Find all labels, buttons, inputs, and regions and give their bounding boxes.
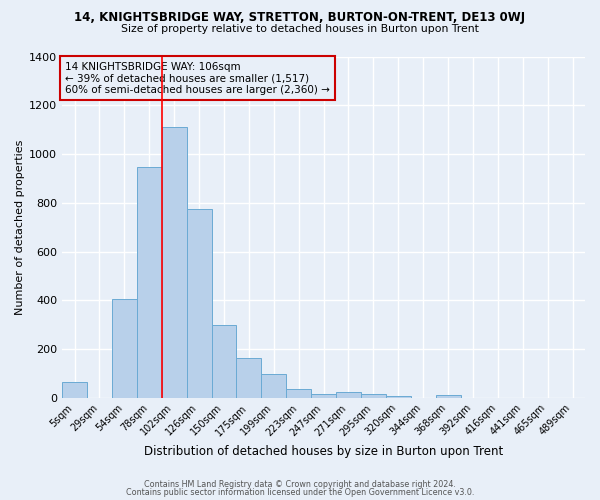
Bar (311, 394, 336, 398)
Bar (286, 388, 311, 398)
Bar (212, 324, 236, 398)
Text: 14, KNIGHTSBRIDGE WAY, STRETTON, BURTON-ON-TRENT, DE13 0WJ: 14, KNIGHTSBRIDGE WAY, STRETTON, BURTON-… (74, 11, 526, 24)
Bar (137, 168, 162, 398)
Text: Contains public sector information licensed under the Open Government Licence v3: Contains public sector information licen… (126, 488, 474, 497)
Bar (62, 382, 87, 398)
Bar (361, 394, 386, 398)
Y-axis label: Number of detached properties: Number of detached properties (15, 140, 25, 315)
Bar (162, 127, 187, 398)
Bar (112, 299, 137, 398)
Text: Contains HM Land Registry data © Crown copyright and database right 2024.: Contains HM Land Registry data © Crown c… (144, 480, 456, 489)
Bar (236, 358, 262, 398)
Bar (336, 392, 361, 398)
Bar (187, 209, 212, 398)
Bar (436, 394, 461, 398)
Text: 14 KNIGHTSBRIDGE WAY: 106sqm
← 39% of detached houses are smaller (1,517)
60% of: 14 KNIGHTSBRIDGE WAY: 106sqm ← 39% of de… (65, 62, 329, 95)
Bar (386, 396, 411, 398)
X-axis label: Distribution of detached houses by size in Burton upon Trent: Distribution of detached houses by size … (144, 444, 503, 458)
Bar (262, 374, 286, 398)
Text: Size of property relative to detached houses in Burton upon Trent: Size of property relative to detached ho… (121, 24, 479, 34)
